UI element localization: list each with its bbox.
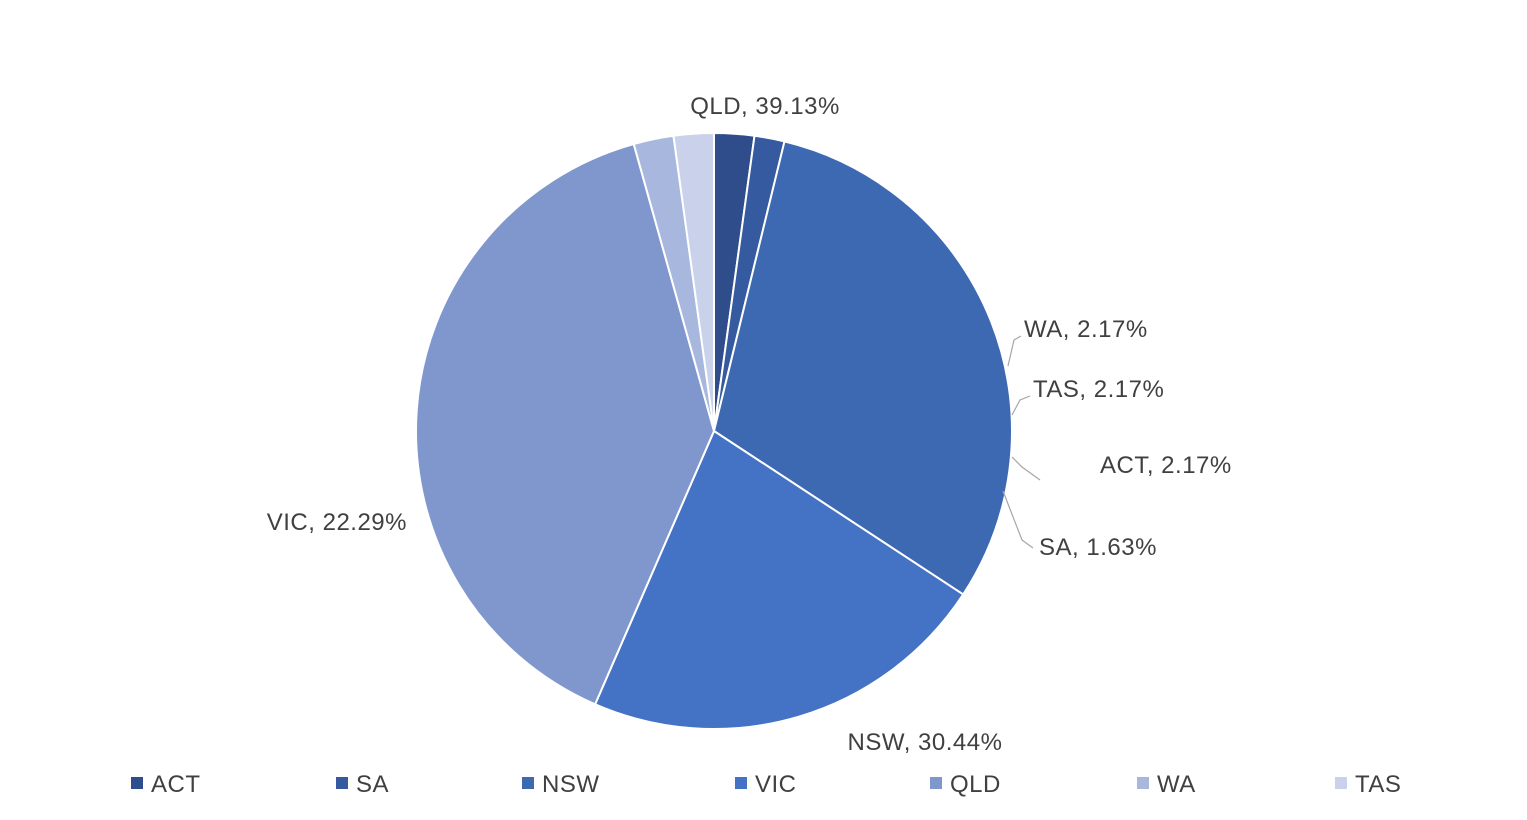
legend-item-act: ACT (131, 771, 201, 798)
data-label-vic: VIC, 22.29% (267, 509, 407, 536)
legend-item-qld: QLD (930, 771, 1001, 798)
legend-swatch-vic (735, 777, 747, 789)
data-label-act: ACT, 2.17% (1100, 452, 1232, 479)
legend-label-sa: SA (356, 771, 389, 798)
pie-slice-tas (672, 131, 715, 432)
leader-line-act (1011, 456, 1041, 481)
leader-line-sa (1002, 490, 1034, 549)
legend-swatch-act (131, 777, 143, 789)
data-label-nsw: NSW, 30.44% (848, 729, 1003, 756)
legend-item-tas: TAS (1335, 771, 1401, 798)
legend-label-wa: WA (1157, 771, 1196, 798)
data-label-tas: TAS, 2.17% (1033, 376, 1164, 403)
legend: ACT SA NSW VIC QLD WA TAS (131, 771, 1401, 798)
legend-item-nsw: NSW (522, 771, 600, 798)
legend-label-nsw: NSW (542, 771, 600, 798)
legend-item-vic: VIC (735, 771, 797, 798)
legend-swatch-sa (336, 777, 348, 789)
pie-slice-nsw (712, 140, 1013, 596)
leader-lines (1002, 335, 1041, 549)
legend-label-qld: QLD (950, 771, 1001, 798)
legend-swatch-wa (1137, 777, 1149, 789)
leader-line-wa (1007, 335, 1022, 367)
legend-label-tas: TAS (1355, 771, 1401, 798)
legend-swatch-qld (930, 777, 942, 789)
legend-swatch-nsw (522, 777, 534, 789)
legend-item-wa: WA (1137, 771, 1196, 798)
pie-slice-vic (593, 429, 965, 730)
data-label-wa: WA, 2.17% (1024, 316, 1148, 343)
data-labels: ACT, 2.17% SA, 1.63% NSW, 30.44% VIC, 22.29… (267, 93, 1232, 756)
pie-slices (414, 131, 1013, 730)
data-label-qld: QLD, 39.13% (690, 93, 840, 120)
leader-line-tas (1011, 395, 1031, 416)
data-label-sa: SA, 1.63% (1039, 534, 1157, 561)
legend-item-sa: SA (336, 771, 389, 798)
legend-label-act: ACT (151, 771, 201, 798)
legend-swatch-tas (1335, 777, 1347, 789)
pie-slice-qld (414, 142, 716, 706)
legend-label-vic: VIC (755, 771, 797, 798)
